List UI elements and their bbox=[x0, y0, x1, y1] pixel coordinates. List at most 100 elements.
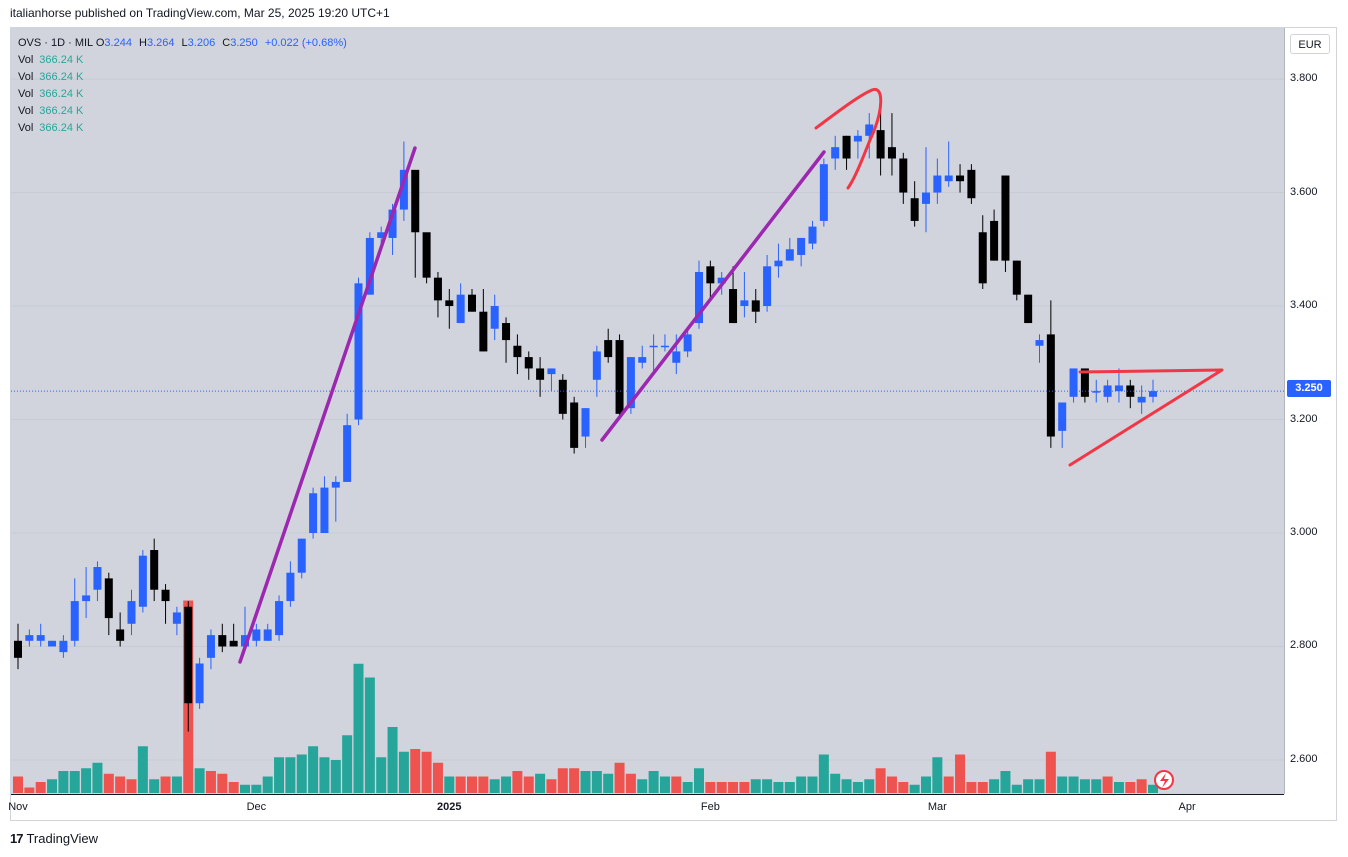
volume-bar bbox=[909, 784, 920, 793]
volume-bar bbox=[501, 776, 512, 793]
price-axis[interactable] bbox=[1284, 28, 1336, 794]
volume-bar bbox=[376, 757, 387, 793]
close-label: C bbox=[222, 37, 231, 49]
candle-body bbox=[967, 169, 976, 199]
candle-body bbox=[354, 283, 363, 420]
volume-row[interactable]: Vol 366.24 K bbox=[18, 69, 351, 86]
candle-body bbox=[241, 635, 249, 647]
volume-bar bbox=[387, 727, 398, 793]
volume-row[interactable]: Vol 366.24 K bbox=[18, 103, 351, 120]
candle-body bbox=[1012, 260, 1021, 295]
volume-row[interactable]: Vol 366.24 K bbox=[18, 120, 351, 137]
candle-body bbox=[70, 601, 79, 641]
volume-bar bbox=[671, 776, 682, 793]
volume-bar bbox=[444, 776, 455, 793]
candle-body bbox=[706, 266, 715, 284]
time-tick-label: Feb bbox=[700, 801, 720, 813]
volume-bar bbox=[989, 779, 1000, 793]
candle-body bbox=[740, 300, 749, 307]
candle-body bbox=[172, 612, 181, 624]
plot-area[interactable] bbox=[11, 28, 1284, 794]
volume-bar bbox=[160, 776, 171, 793]
volume-bar bbox=[81, 768, 92, 793]
footer-brand[interactable]: 17 TradingView bbox=[10, 831, 98, 846]
volume-bar bbox=[1000, 771, 1011, 793]
volume-row[interactable]: Vol 366.24 K bbox=[18, 86, 351, 103]
candle-body bbox=[138, 555, 147, 607]
candle-body bbox=[524, 357, 533, 369]
volume-bar bbox=[728, 782, 739, 793]
volume-bar bbox=[478, 776, 489, 793]
candle-body bbox=[1035, 340, 1044, 346]
highlight-arc bbox=[814, 87, 883, 190]
candle-body bbox=[184, 606, 193, 704]
time-tick-label: Mar bbox=[927, 801, 947, 813]
volume-row[interactable]: Vol 366.24 K bbox=[18, 52, 351, 69]
volume-bar bbox=[580, 771, 591, 793]
volume-label: Vol bbox=[18, 54, 34, 66]
candle-body bbox=[1092, 391, 1101, 393]
volume-bar bbox=[591, 771, 602, 793]
candle-body bbox=[865, 124, 874, 136]
time-axis[interactable] bbox=[11, 794, 1284, 820]
volume-value: 366.24 K bbox=[39, 54, 84, 66]
replay-icon[interactable] bbox=[1154, 770, 1174, 790]
candle-body bbox=[842, 135, 851, 159]
volume-bar bbox=[898, 782, 909, 793]
candle-body bbox=[320, 487, 329, 533]
volume-bar bbox=[1045, 751, 1056, 793]
volume-bar bbox=[875, 768, 886, 793]
currency-button[interactable]: EUR bbox=[1290, 34, 1330, 54]
close-value: 3.250 bbox=[230, 37, 258, 49]
candle-body bbox=[297, 538, 306, 573]
volume-bar bbox=[228, 782, 239, 793]
candle-body bbox=[411, 169, 420, 233]
volume-bar bbox=[1113, 782, 1124, 793]
candle-body bbox=[604, 340, 613, 358]
candle-body bbox=[683, 334, 692, 352]
ohlc-row: OVS · 1D · MIL O3.244 H3.264 L3.206 C3.2… bbox=[18, 35, 351, 52]
candle-body bbox=[388, 209, 397, 238]
publish-caption: italianhorse published on TradingView.co… bbox=[10, 6, 390, 20]
volume-bar bbox=[921, 776, 931, 793]
volume-label: Vol bbox=[18, 105, 34, 117]
volume-bar bbox=[1136, 779, 1147, 793]
symbol-label[interactable]: OVS · 1D · MIL bbox=[18, 37, 93, 49]
volume-bar bbox=[932, 757, 943, 793]
volume-bar bbox=[489, 779, 500, 793]
price-tick-label: 2.800 bbox=[1290, 639, 1318, 652]
volume-bar bbox=[285, 757, 296, 793]
volume-bar bbox=[886, 776, 897, 793]
volume-bar bbox=[841, 779, 852, 793]
volume-bar bbox=[251, 784, 262, 793]
candle-body bbox=[377, 232, 386, 238]
volume-value: 366.24 K bbox=[39, 88, 84, 100]
candle-body bbox=[774, 260, 783, 267]
volume-bar bbox=[467, 776, 477, 793]
candle-body bbox=[195, 663, 204, 704]
volume-bar bbox=[523, 776, 534, 793]
candle-body bbox=[161, 589, 170, 602]
volume-bar bbox=[603, 773, 614, 793]
volume-bar bbox=[762, 779, 773, 793]
candle-body bbox=[422, 232, 431, 278]
volume-bar bbox=[694, 768, 704, 793]
volume-value: 366.24 K bbox=[39, 71, 84, 83]
volume-bar bbox=[58, 771, 69, 793]
candle-body bbox=[570, 402, 579, 448]
candle-body bbox=[808, 226, 817, 244]
candle-body bbox=[819, 164, 828, 221]
volume-bar bbox=[659, 776, 670, 793]
candle-body bbox=[763, 266, 772, 307]
candle-body bbox=[638, 357, 647, 363]
candle-body bbox=[1114, 385, 1123, 392]
volume-bar bbox=[705, 782, 716, 793]
volume-bar bbox=[364, 677, 375, 793]
candle-body bbox=[456, 294, 465, 324]
candle-body bbox=[831, 147, 840, 159]
open-label: O bbox=[95, 37, 105, 49]
candle-body bbox=[785, 249, 794, 261]
candle-body bbox=[581, 408, 590, 437]
volume-bar bbox=[955, 754, 966, 793]
candle-body bbox=[445, 300, 454, 307]
